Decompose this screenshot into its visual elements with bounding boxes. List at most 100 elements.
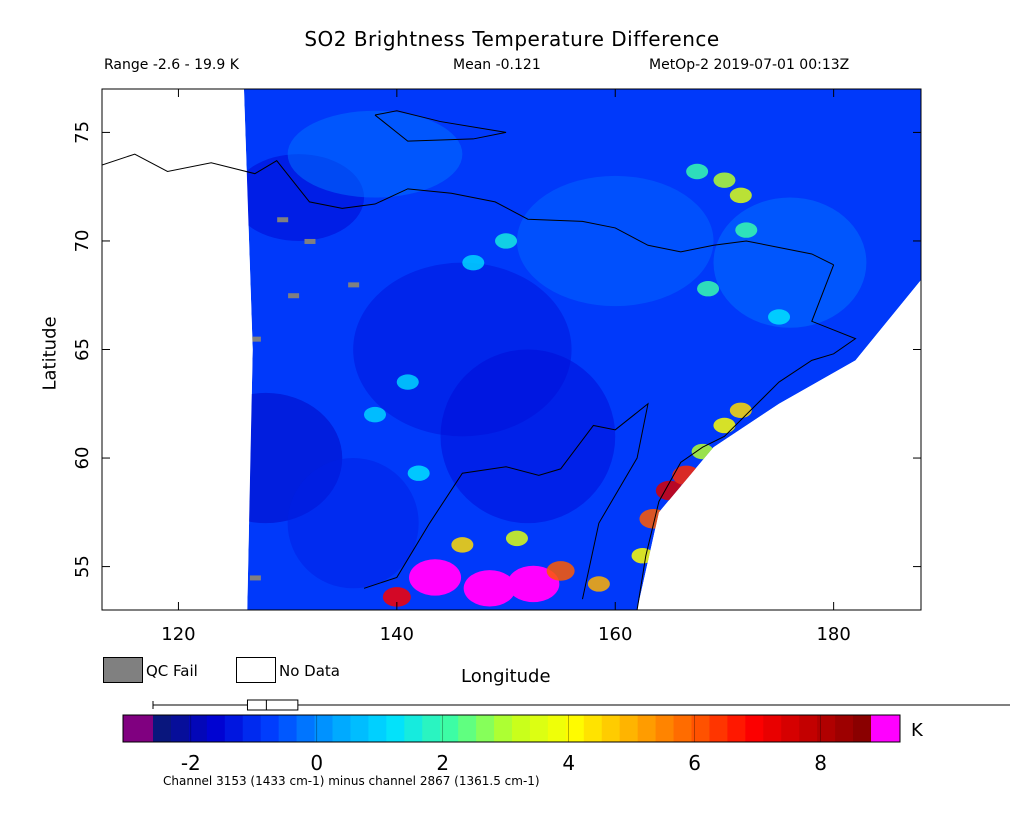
colorbar-segment [314,715,334,742]
colorbar-segment [637,715,657,742]
data-cell [407,465,430,481]
channel-footnote: Channel 3153 (1433 cm-1) minus channel 2… [163,774,540,788]
qc-fail-swatch [103,657,143,683]
y-tick-label: 70 [72,230,93,253]
colorbar-segment [835,715,854,742]
qc-fail-cell [348,282,360,288]
colorbar-tick-label: 2 [436,751,449,775]
data-cell [396,374,419,390]
colorbar-segment [206,715,226,742]
coastline [374,110,507,142]
data-cell [713,172,736,188]
y-tick-label: 60 [72,447,93,470]
y-tick-label: 55 [72,555,93,578]
qc-fail-cell [304,238,316,244]
colorbar-over [871,715,900,742]
colorbar-segment [153,715,172,742]
y-tick-label: 75 [72,121,93,144]
colorbar-unit: K [911,720,923,741]
colorbar-segment [763,715,782,742]
data-cell [451,537,474,553]
colorbar-segment [332,715,352,742]
qc-fail-cell [277,217,289,223]
colorbar-segment [781,715,800,742]
data-cell [729,402,752,418]
data-cell [697,281,720,297]
colorbar-segment [440,715,459,742]
satellite-time-label: MetOp-2 2019-07-01 00:13Z [649,57,850,73]
data-cell [495,233,518,249]
data-cell [631,548,654,564]
data-cell [713,417,736,434]
colorbar-segment [368,715,387,742]
data-cell [507,565,560,603]
qc-fail-cell [288,293,300,299]
colorbar-segment [476,715,495,742]
data-cell [672,465,701,486]
colorbar-segment [170,715,190,742]
colorbar-segment [673,715,693,742]
data-cell [587,576,610,592]
colorbar-tick-label: 0 [310,751,323,775]
data-cell [546,561,575,581]
data-cell [382,587,411,607]
colorbar-segment [853,715,872,742]
colorbar-segment [494,715,513,742]
colorbar-segment [278,715,298,742]
x-tick-label: 140 [380,624,414,645]
colorbar-segment [655,715,675,742]
no-data-label: No Data [279,662,340,680]
colorbar-tick-label: -2 [181,751,201,775]
x-tick-label: 120 [161,624,195,645]
swath-fill [243,89,921,610]
colorbar-segment [727,715,746,742]
colorbar-frame [122,714,901,743]
colorbar-segment [350,715,369,742]
no-data-swatch [236,657,276,683]
x-axis-label: Longitude [461,666,551,687]
data-cell [691,443,714,460]
texture-blob [287,110,463,198]
data-cell [729,187,752,204]
colorbar-segment [709,715,728,742]
texture-blob [713,197,867,328]
colorbar-segment [619,715,639,742]
data-cell [409,559,462,596]
x-tick-label: 180 [816,624,850,645]
colorbar-segment [529,715,549,742]
colorbar-segment [547,715,567,742]
qc-fail-cell [249,336,261,342]
colorbar-tick-label: 8 [814,751,827,775]
colorbar-segment [565,715,585,742]
colorbar-tick-label: 6 [688,751,701,775]
colorbar-segment [512,715,531,742]
y-tick-label: 65 [72,338,93,361]
colorbar-segment [799,715,818,742]
chart-title: SO2 Brightness Temperature Difference [304,27,720,51]
qc-fail-label: QC Fail [146,662,198,680]
texture-blob [287,458,419,589]
texture-blob [440,349,616,524]
data-cell [768,309,791,325]
colorbar-tick-label: 4 [562,751,575,775]
colorbar-segment [404,715,423,742]
data-cell [462,254,485,271]
colorbar-segment [296,715,316,742]
mean-label: Mean -0.121 [453,57,541,73]
qc-fail-cell [249,575,261,581]
colorbar-segment [745,715,764,742]
range-label: Range -2.6 - 19.9 K [104,57,239,73]
colorbar-segment [817,715,836,742]
colorbar-segment [601,715,621,742]
colorbar-segment [458,715,477,742]
colorbar-segment [583,715,603,742]
data-cell [686,163,709,180]
coastline [363,402,649,600]
colorbar-segment [242,715,262,742]
coastline [102,153,834,266]
data-cell [505,530,528,547]
boxplot-box [246,699,299,711]
data-cell [364,406,386,423]
x-tick-label: 160 [598,624,632,645]
